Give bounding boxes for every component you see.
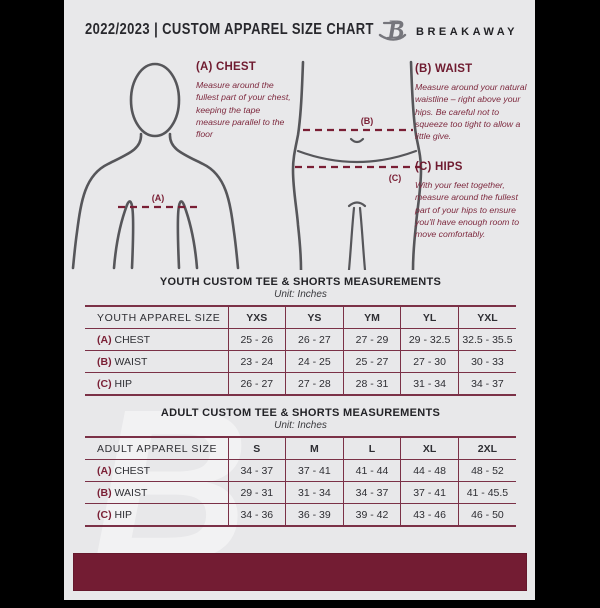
- youth-waist-label: (B) WAIST: [85, 350, 228, 373]
- youth-table-unit: Unit: Inches: [274, 289, 327, 300]
- adult-hip-label: (C) HIP: [85, 503, 228, 526]
- table-cell: 39 - 42: [342, 503, 401, 526]
- waist-instruction: (B) WAIST Measure around your natural wa…: [415, 63, 527, 143]
- table-cell: 31 - 34: [400, 372, 459, 395]
- youth-size-ym: YM: [342, 306, 401, 329]
- adult-table-title: ADULT CUSTOM TEE & SHORTS MEASUREMENTS: [160, 407, 441, 419]
- chest-instruction-body: Measure around the fullest part of your …: [196, 80, 291, 140]
- table-cell: 23 - 24: [227, 350, 286, 373]
- table-cell: 29 - 31: [227, 481, 286, 504]
- upper-body-figure: [71, 62, 240, 270]
- waist-line-label: (B): [361, 116, 374, 126]
- adult-chest-row: (A) CHEST 34 - 37 37 - 41 41 - 44 44 - 4…: [85, 459, 516, 482]
- hips-instruction-heading: (C) HIPS: [415, 161, 463, 173]
- table-cell: 27 - 30: [400, 350, 459, 373]
- table-cell: 25 - 27: [342, 350, 401, 373]
- hips-instruction-body: With your feet together, measure around …: [415, 180, 520, 240]
- table-cell: 36 - 39: [285, 503, 344, 526]
- youth-table-title: YOUTH CUSTOM TEE & SHORTS MEASUREMENTS: [159, 276, 442, 288]
- chest-instruction-heading: (A) CHEST: [196, 61, 256, 73]
- table-cell: 30 - 33: [457, 350, 516, 373]
- table-cell: 34 - 37: [342, 481, 401, 504]
- page-title: 2022/2023 | CUSTOM APPAREL SIZE CHART: [85, 20, 374, 38]
- table-cell: 34 - 37: [227, 459, 286, 482]
- adult-size-l: L: [342, 437, 401, 460]
- youth-chest-label: (A) CHEST: [85, 328, 228, 351]
- adult-size-m: M: [285, 437, 344, 460]
- table-cell: 44 - 48: [400, 459, 459, 482]
- table-cell: 34 - 36: [227, 503, 286, 526]
- hip-line-label: (C): [389, 173, 402, 183]
- youth-size-yl: YL: [400, 306, 459, 329]
- youth-size-table: YOUTH APPAREL SIZE YXS YS YM YL YXL (A) …: [85, 305, 516, 396]
- table-cell: 41 - 44: [342, 459, 401, 482]
- youth-size-yxl: YXL: [457, 306, 516, 329]
- adult-waist-row: (B) WAIST 29 - 31 31 - 34 34 - 37 37 - 4…: [85, 481, 516, 504]
- youth-size-header-cell: YOUTH APPAREL SIZE: [97, 311, 221, 324]
- youth-chest-row: (A) CHEST 25 - 26 26 - 27 27 - 29 29 - 3…: [85, 328, 516, 351]
- adult-hip-row: (C) HIP 34 - 36 36 - 39 39 - 42 43 - 46 …: [85, 503, 516, 526]
- youth-size-ys: YS: [285, 306, 344, 329]
- table-cell: 32.5 - 35.5: [457, 328, 516, 351]
- measurement-figures-illustration: (A) (B) (C): [71, 60, 423, 270]
- adult-header-row: ADULT APPAREL SIZE S M L XL 2XL: [85, 437, 516, 460]
- breakaway-logo-icon: B: [378, 15, 407, 44]
- youth-hip-row: (C) HIP 26 - 27 27 - 28 28 - 31 31 - 34 …: [85, 372, 516, 395]
- footer-bar: [73, 553, 527, 591]
- table-cell: 34 - 37: [457, 372, 516, 395]
- table-cell: 41 - 45.5: [457, 481, 516, 504]
- adult-section: ADULT CUSTOM TEE & SHORTS MEASUREMENTS U…: [85, 407, 516, 527]
- table-cell: 29 - 32.5: [400, 328, 459, 351]
- table-cell: 27 - 29: [342, 328, 401, 351]
- table-cell: 26 - 27: [227, 372, 286, 395]
- waist-instruction-heading: (B) WAIST: [415, 63, 473, 75]
- youth-size-yxs: YXS: [227, 306, 286, 329]
- adult-size-2xl: 2XL: [457, 437, 516, 460]
- table-cell: 48 - 52: [457, 459, 516, 482]
- table-cell: 27 - 28: [285, 372, 344, 395]
- youth-section: YOUTH CUSTOM TEE & SHORTS MEASUREMENTS U…: [85, 276, 516, 396]
- youth-header-row: YOUTH APPAREL SIZE YXS YS YM YL YXL: [85, 306, 516, 329]
- table-cell: 25 - 26: [227, 328, 286, 351]
- waist-instruction-body: Measure around your natural waistline – …: [415, 82, 527, 142]
- table-cell: 26 - 27: [285, 328, 344, 351]
- table-cell: 43 - 46: [400, 503, 459, 526]
- youth-hip-label: (C) HIP: [85, 372, 228, 395]
- table-cell: 31 - 34: [285, 481, 344, 504]
- youth-waist-row: (B) WAIST 23 - 24 24 - 25 25 - 27 27 - 3…: [85, 350, 516, 373]
- hips-instruction: (C) HIPS With your feet together, measur…: [415, 161, 531, 241]
- adult-size-s: S: [227, 437, 286, 460]
- document-page: B 2022/2023 | CUSTOM APPAREL SIZE CHART …: [64, 0, 535, 600]
- adult-chest-label: (A) CHEST: [85, 459, 228, 482]
- adult-size-xl: XL: [400, 437, 459, 460]
- table-cell: 37 - 41: [285, 459, 344, 482]
- lower-body-figure: [291, 60, 423, 270]
- table-cell: 37 - 41: [400, 481, 459, 504]
- table-cell: 24 - 25: [285, 350, 344, 373]
- measurement-lines: (A) (B) (C): [118, 116, 421, 209]
- chest-instruction: (A) CHEST Measure around the fullest par…: [196, 61, 296, 141]
- adult-waist-label: (B) WAIST: [85, 481, 228, 504]
- adult-size-header-cell: ADULT APPAREL SIZE: [97, 442, 218, 455]
- brand-name: BREAKAWAY: [416, 26, 518, 38]
- chest-line-label: (A): [152, 193, 165, 203]
- table-cell: 28 - 31: [342, 372, 401, 395]
- adult-table-unit: Unit: Inches: [274, 420, 327, 431]
- adult-size-table: ADULT APPAREL SIZE S M L XL 2XL (A) CHES…: [85, 436, 516, 527]
- table-cell: 46 - 50: [457, 503, 516, 526]
